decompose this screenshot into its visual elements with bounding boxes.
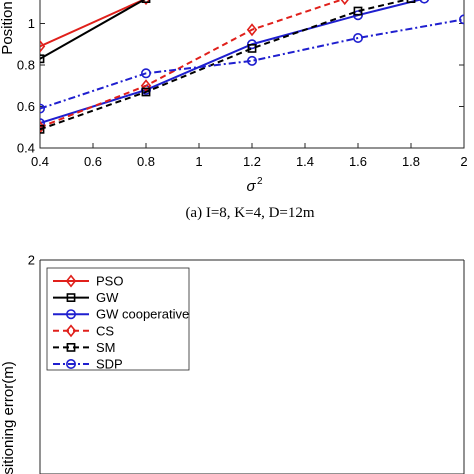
series-line-2 bbox=[40, 0, 146, 60]
data-point bbox=[419, 0, 430, 4]
data-point bbox=[248, 14, 255, 21]
series-line-5 bbox=[40, 0, 410, 131]
data-point bbox=[459, 14, 464, 25]
data-point bbox=[141, 68, 152, 79]
x-tick-label: 0.6 bbox=[84, 154, 102, 169]
data-point bbox=[353, 6, 363, 16]
data-point bbox=[40, 118, 45, 129]
x-tick-label: 1.8 bbox=[402, 154, 420, 169]
data-point bbox=[40, 39, 46, 53]
y-axis-label: sitioning error(m) bbox=[0, 361, 17, 474]
y-axis-label: Position bbox=[0, 1, 16, 54]
data-point bbox=[354, 23, 362, 31]
x-axis-label: σ bbox=[246, 178, 256, 195]
data-point bbox=[141, 0, 151, 3]
panel-caption: (a) I=8, K=4, D=12m bbox=[185, 205, 314, 221]
data-point bbox=[340, 0, 349, 6]
legend-marker bbox=[65, 324, 77, 338]
data-point bbox=[247, 55, 258, 66]
x-tick-label: 2 bbox=[460, 154, 467, 169]
chart-panel-1: 0.4 0.6 0.8 1 0.4 0.6 0.8 1 1.2 1.4 1.6 1.8 2 Positio… bbox=[0, 0, 468, 221]
legend-label: SDP bbox=[96, 357, 123, 372]
series-group bbox=[40, 0, 464, 134]
data-point bbox=[141, 0, 151, 6]
series-line-4 bbox=[40, 0, 344, 129]
legend-marker bbox=[66, 293, 76, 302]
legend-marker bbox=[66, 358, 77, 369]
series-line-6 bbox=[252, 15, 464, 32]
legend-label: CS bbox=[96, 323, 114, 338]
legend-marker bbox=[66, 309, 77, 320]
data-point bbox=[460, 209, 467, 216]
x-tick-label: 0.4 bbox=[31, 154, 49, 169]
data-point bbox=[247, 43, 257, 53]
data-point bbox=[354, 26, 361, 33]
legend-marker bbox=[65, 274, 77, 288]
axes-frame bbox=[39, 260, 465, 474]
data-point bbox=[354, 178, 361, 185]
x-axis-label-superscript: 2 bbox=[257, 176, 263, 187]
data-point bbox=[248, 14, 256, 24]
data-point bbox=[406, 0, 416, 3]
x-tick-label: 0.8 bbox=[137, 154, 155, 169]
data-point bbox=[141, 87, 151, 97]
y-tick-label: 0.8 bbox=[17, 58, 35, 73]
data-point bbox=[40, 54, 45, 64]
legend-label: GW cooperative bbox=[96, 307, 189, 322]
y-tick-label: 0.4 bbox=[17, 141, 35, 156]
x-tick-label: 1.4 bbox=[296, 154, 314, 169]
legend-label: GW bbox=[96, 290, 119, 305]
y-tick-label: 1 bbox=[28, 16, 35, 31]
x-tick-label: 1.6 bbox=[349, 154, 367, 169]
legend-label: SM bbox=[96, 340, 116, 355]
data-point bbox=[352, 33, 363, 44]
legend-marker bbox=[66, 342, 76, 352]
data-point bbox=[248, 11, 256, 19]
series-line-6 bbox=[40, 18, 464, 110]
x-tick-label: 1 bbox=[195, 154, 202, 169]
data-point bbox=[246, 23, 258, 37]
y-tick-label: 2 bbox=[28, 253, 35, 268]
data-point bbox=[460, 209, 468, 219]
x-tick-label: 1.2 bbox=[243, 154, 261, 169]
series-line-1 bbox=[40, 0, 146, 48]
legend-label: PSO bbox=[96, 274, 123, 289]
y-tick-label: 0.6 bbox=[17, 99, 35, 114]
data-point bbox=[354, 178, 362, 188]
data-point bbox=[40, 124, 45, 134]
data-point bbox=[40, 103, 45, 114]
